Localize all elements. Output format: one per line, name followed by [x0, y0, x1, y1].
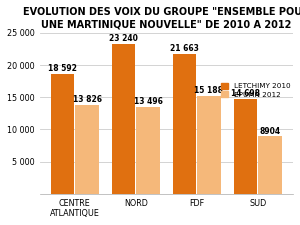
Bar [197, 96, 220, 194]
Bar [136, 107, 160, 194]
Bar [51, 74, 74, 194]
Title: EVOLUTION DES VOIX DU GROUPE "ENSEMBLE POUR
UNE MARTINIQUE NOUVELLE" DE 2010 A 2: EVOLUTION DES VOIX DU GROUPE "ENSEMBLE P… [23, 7, 300, 29]
Text: 8904: 8904 [260, 126, 280, 135]
Text: 21 663: 21 663 [170, 44, 199, 53]
Bar [258, 137, 281, 194]
Text: 23 240: 23 240 [109, 34, 138, 43]
Bar [76, 105, 99, 194]
Text: 15 188: 15 188 [194, 86, 224, 95]
Legend: LETCHIMY 2010, EPUMN 2012: LETCHIMY 2010, EPUMN 2012 [220, 81, 292, 99]
Text: 13 826: 13 826 [73, 95, 101, 104]
Text: 14 698: 14 698 [231, 89, 260, 98]
Text: 13 496: 13 496 [134, 97, 163, 106]
Bar [234, 99, 257, 194]
Bar [112, 44, 135, 194]
Text: 18 592: 18 592 [48, 64, 77, 73]
Bar [173, 54, 196, 194]
